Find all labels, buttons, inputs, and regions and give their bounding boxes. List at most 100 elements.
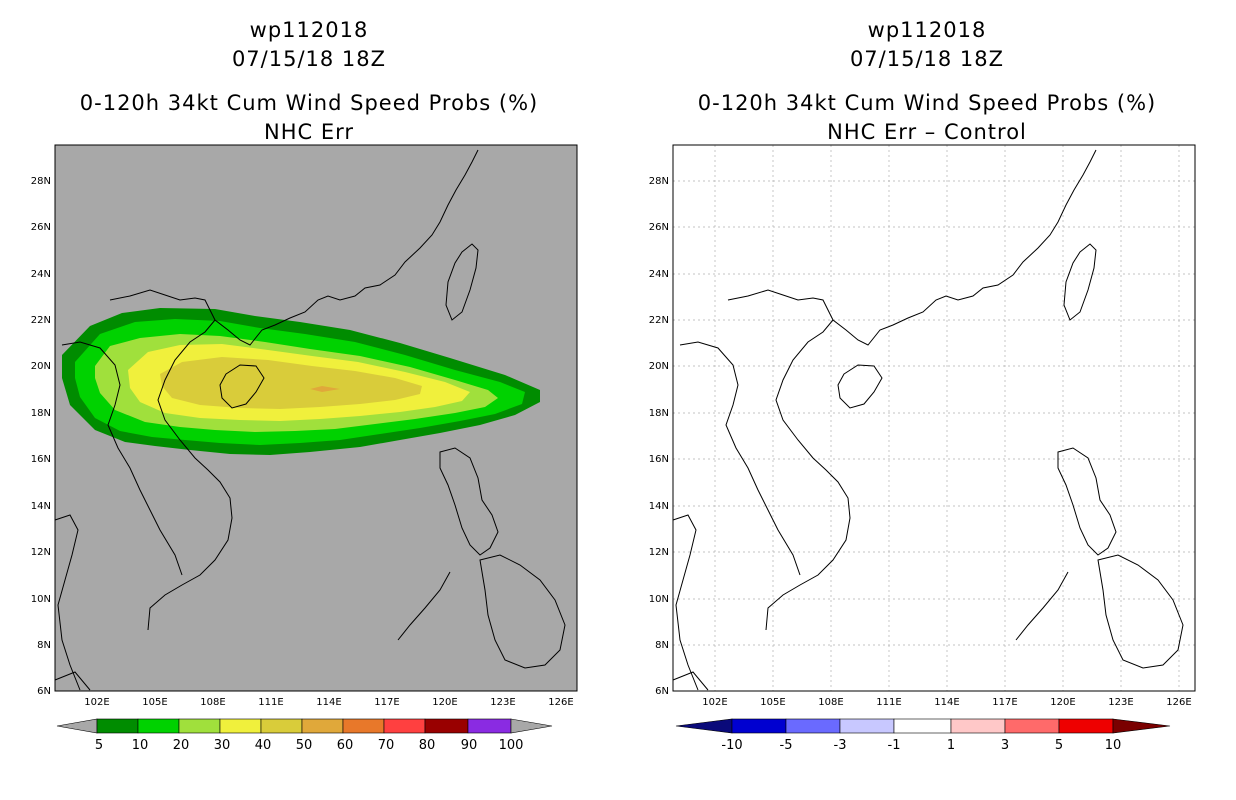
- colorbar-under-arrow: [56, 718, 98, 734]
- product-title: 0-120h 34kt Cum Wind Speed Probs (%): [697, 91, 1157, 115]
- lon-label: 114E: [934, 697, 959, 708]
- colorbar-label: 80: [419, 738, 436, 753]
- lon-tick-labels: 102E 105E 108E 111E 114E 117E 120E 123E …: [84, 697, 573, 708]
- lon-tick-labels: 102E 105E 108E 111E 114E 117E 120E 123E …: [702, 697, 1191, 708]
- colorbar-segment: [424, 718, 469, 734]
- colorbar-label: -3: [834, 738, 847, 753]
- lon-label: 105E: [760, 697, 785, 708]
- colorbar-segment: [785, 718, 841, 734]
- colorbar-segment: [137, 718, 180, 734]
- map-frame: [54, 144, 578, 692]
- luzon-island: [439, 447, 499, 556]
- datetime-title: 07/15/18 18Z: [231, 47, 387, 71]
- swath-50pct: [310, 386, 340, 392]
- lon-label: 123E: [1108, 697, 1133, 708]
- lon-label: 105E: [142, 697, 167, 708]
- colorbar-label: 60: [337, 738, 354, 753]
- lat-label: 8N: [655, 640, 669, 651]
- colorbar-segment: [950, 718, 1006, 734]
- lat-label: 26N: [649, 222, 669, 233]
- colorbar-label: 100: [499, 738, 524, 753]
- colorbar-label: -5: [780, 738, 793, 753]
- map-frame: [672, 144, 1196, 692]
- lon-label: 123E: [490, 697, 515, 708]
- lat-tick-labels: 6N 8N 10N 12N 14N 16N 18N 20N 22N 24N 26…: [649, 176, 669, 697]
- colorbar-label: -10: [721, 738, 742, 753]
- lat-label: 28N: [649, 176, 669, 187]
- colorbar-label: 40: [255, 738, 272, 753]
- colorbar-label: 30: [214, 738, 231, 753]
- colorbar-label: 10: [1105, 738, 1122, 753]
- borneo-north: [54, 671, 91, 691]
- lat-label: 16N: [649, 454, 669, 465]
- product-title: 0-120h 34kt Cum Wind Speed Probs (%): [79, 91, 539, 115]
- lat-label: 24N: [649, 269, 669, 280]
- lat-label: 18N: [31, 408, 51, 419]
- indochina-west: [61, 341, 183, 576]
- vietnam-coast: [147, 319, 233, 631]
- lat-tick-labels: 6N 8N 10N 12N 14N 16N 18N 20N 22N 24N 26…: [31, 176, 51, 697]
- lon-label: 108E: [200, 697, 225, 708]
- colorbar-label: 3: [1001, 738, 1009, 753]
- lon-label: 117E: [374, 697, 399, 708]
- lat-label: 14N: [649, 501, 669, 512]
- lon-label: 102E: [702, 697, 727, 708]
- lon-label: 120E: [432, 697, 457, 708]
- coastlines: [54, 149, 566, 691]
- colorbar-labels: 5 10 20 30 40 50 60 70 80 90 100: [95, 738, 524, 753]
- lat-label: 28N: [31, 176, 51, 187]
- lat-label: 16N: [31, 454, 51, 465]
- left-panel: wp112018 07/15/18 18Z 0-120h 34kt Cum Wi…: [31, 20, 578, 753]
- thailand-gulf: [672, 514, 699, 691]
- probability-swath: [62, 308, 540, 455]
- probability-map: 6N 8N 10N 12N 14N 16N 18N 20N 22N 24N 26…: [31, 144, 578, 753]
- coastlines: [672, 149, 1184, 691]
- colorbar-segment: [178, 718, 221, 734]
- lat-label: 18N: [649, 408, 669, 419]
- china-coast: [727, 149, 1097, 346]
- lon-label: 126E: [548, 697, 573, 708]
- lon-label: 117E: [992, 697, 1017, 708]
- subtitle: NHC Err – Control: [827, 120, 1027, 144]
- datetime-title: 07/15/18 18Z: [849, 47, 1005, 71]
- colorbar-label: 10: [132, 738, 149, 753]
- vietnam-coast: [765, 319, 851, 631]
- lat-label: 26N: [31, 222, 51, 233]
- colorbar-segment: [383, 718, 426, 734]
- colorbar-segment: [731, 718, 787, 734]
- lat-label: 8N: [37, 640, 51, 651]
- colorbar-label: 50: [296, 738, 313, 753]
- taiwan-island: [445, 243, 479, 321]
- lat-label: 24N: [31, 269, 51, 280]
- lat-label: 20N: [649, 361, 669, 372]
- lat-label: 6N: [655, 686, 669, 697]
- colorbar-label: 5: [95, 738, 103, 753]
- thailand-gulf: [54, 514, 81, 691]
- colorbar-label: 20: [173, 738, 190, 753]
- colorbar-segment: [219, 718, 262, 734]
- colorbar: [675, 718, 1171, 734]
- colorbar-segment: [467, 718, 512, 734]
- colorbar-labels: -10 -5 -3 -1 1 3 5 10: [721, 738, 1121, 753]
- lat-label: 12N: [31, 547, 51, 558]
- lat-label: 22N: [31, 315, 51, 326]
- colorbar-segment: [96, 718, 139, 734]
- lat-label: 6N: [37, 686, 51, 697]
- right-panel: wp112018 07/15/18 18Z 0-120h 34kt Cum Wi…: [618, 0, 1236, 800]
- lat-label: 14N: [31, 501, 51, 512]
- colorbar-segment: [301, 718, 344, 734]
- lon-label: 108E: [818, 697, 843, 708]
- lat-label: 10N: [31, 594, 51, 605]
- luzon-island: [1057, 447, 1117, 556]
- lon-label: 111E: [876, 697, 901, 708]
- lon-label: 102E: [84, 697, 109, 708]
- lon-label: 114E: [316, 697, 341, 708]
- colorbar-segment: [839, 718, 895, 734]
- hainan-island: [219, 364, 265, 409]
- visayas-mindanao: [1097, 554, 1184, 669]
- subtitle: NHC Err: [263, 120, 354, 144]
- hainan-island: [837, 364, 883, 409]
- china-coast: [109, 149, 479, 346]
- visayas-mindanao: [479, 554, 566, 669]
- colorbar-label: 70: [378, 738, 395, 753]
